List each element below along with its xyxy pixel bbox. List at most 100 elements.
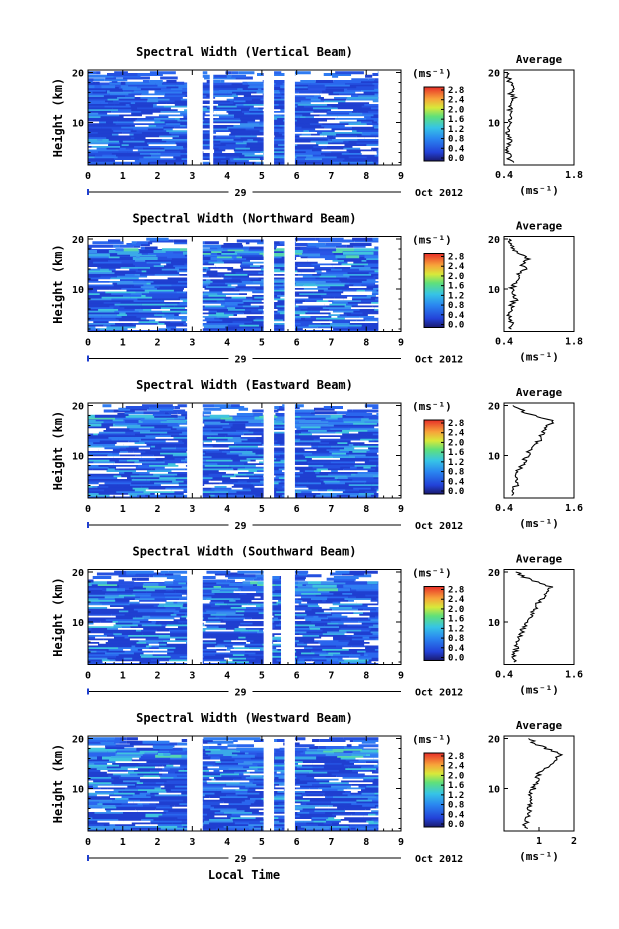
heatmap-cell <box>331 108 354 111</box>
heatmap-cell <box>360 437 373 441</box>
heatmap-cell <box>211 455 234 458</box>
heatmap-cell <box>225 621 241 625</box>
heatmap-cell <box>210 99 230 103</box>
heatmap-cell <box>244 644 268 648</box>
colorbar-tick-label: 2.8 <box>448 253 464 263</box>
heatmap-cell <box>122 130 143 134</box>
heatmap-cell <box>179 493 190 497</box>
heatmap-cell <box>231 295 247 299</box>
heatmap-cell <box>225 470 238 474</box>
heatmap-cell <box>208 767 229 770</box>
heatmap-cell <box>148 642 160 646</box>
heatmap-cell <box>198 248 228 252</box>
heatmap-cell <box>252 781 271 784</box>
heatmap-cell <box>270 316 289 320</box>
heatmap-cell <box>299 469 305 472</box>
heatmap-cell <box>243 618 272 621</box>
heatmap-cell <box>145 814 159 818</box>
heatmap-cell <box>229 656 246 660</box>
average-unit: (ms⁻¹) <box>519 850 559 863</box>
heatmap-cell <box>304 616 329 620</box>
heatmap-cell <box>131 241 137 245</box>
heatmap-cell <box>229 129 260 132</box>
heatmap-cell <box>259 460 290 464</box>
heatmap-cell <box>242 581 251 585</box>
heatmap-cell <box>288 823 318 826</box>
heatmap-cell <box>367 653 387 656</box>
heatmap-cell <box>228 127 246 131</box>
heatmap-cell <box>157 448 187 451</box>
heatmap-cell <box>356 600 378 604</box>
heatmap-cell <box>229 463 256 467</box>
heatmap-cell <box>339 625 369 628</box>
heatmap-cell <box>88 628 103 632</box>
heatmap-cell <box>362 635 370 639</box>
heatmap-cell <box>332 602 363 606</box>
heatmap-cell <box>108 435 135 439</box>
heatmap-cell <box>291 306 308 309</box>
heatmap-cell <box>227 321 245 325</box>
heatmap-cell <box>132 486 139 490</box>
heatmap-cell <box>331 81 345 85</box>
heatmap-cell <box>328 421 354 425</box>
heatmap-cell <box>209 821 235 825</box>
heatmap-cell <box>136 314 163 318</box>
heatmap-cell <box>261 278 292 281</box>
x-tick-label: 1 <box>120 504 126 515</box>
heatmap-cell <box>165 486 191 490</box>
colorbar-tick-label: 1.6 <box>448 615 464 625</box>
heatmap-cell <box>166 798 184 802</box>
heatmap-cell <box>366 155 390 159</box>
heatmap-cell <box>91 626 108 630</box>
heatmap-cell <box>317 488 328 492</box>
heatmap-cell <box>244 616 252 620</box>
heatmap-cell <box>98 597 115 600</box>
heatmap-cell <box>349 493 371 497</box>
heatmap-cell <box>299 809 315 812</box>
heatmap-cell <box>282 81 311 85</box>
heatmap-cell <box>198 784 225 788</box>
heatmap-cell <box>319 274 337 278</box>
heatmap-cell <box>196 826 217 830</box>
heatmap-cell <box>346 148 358 152</box>
heatmap-cell <box>257 581 264 585</box>
heatmap-cell <box>275 413 291 416</box>
heatmap-cell <box>97 137 103 141</box>
heatmap-cell <box>134 435 156 439</box>
x-tick-label: 0 <box>85 504 91 515</box>
heatmap-cell <box>109 257 133 260</box>
heatmap-cell <box>353 632 373 635</box>
heatmap-cell <box>361 323 389 327</box>
heatmap-cell <box>212 123 234 127</box>
heatmap-cell <box>237 251 260 255</box>
heatmap-cell <box>122 618 149 621</box>
heatmap-cell <box>134 272 140 276</box>
heatmap-cell <box>113 129 131 132</box>
heatmap-cell <box>361 258 367 262</box>
heatmap-cell <box>290 824 301 828</box>
heatmap-cell <box>107 768 128 772</box>
heatmap-cell <box>205 449 222 453</box>
heatmap-cell <box>113 632 122 635</box>
heatmap-cell <box>295 123 313 127</box>
heatmap-cell <box>221 760 244 763</box>
heatmap-cell <box>256 604 261 607</box>
colorbar-tick-label: 0.8 <box>448 135 464 145</box>
heatmap-cell <box>374 314 381 318</box>
heatmap-cell <box>211 777 216 781</box>
heatmap-cell <box>160 784 165 788</box>
heatmap-cell <box>250 802 260 805</box>
heatmap-cell <box>326 649 358 653</box>
heatmap-cell <box>225 143 247 146</box>
heatmap-cell <box>242 451 256 455</box>
heatmap-cell <box>287 325 318 329</box>
heatmap-cell <box>250 258 270 262</box>
heatmap-cell <box>173 763 181 767</box>
avg-x-tick-label: 1 <box>536 836 542 847</box>
heatmap-cell <box>213 108 242 111</box>
heatmap-cell <box>297 143 319 146</box>
heatmap-cell <box>219 316 249 320</box>
heatmap-cell <box>166 139 197 143</box>
heatmap-cell <box>306 458 320 462</box>
heatmap-cell <box>274 435 292 439</box>
